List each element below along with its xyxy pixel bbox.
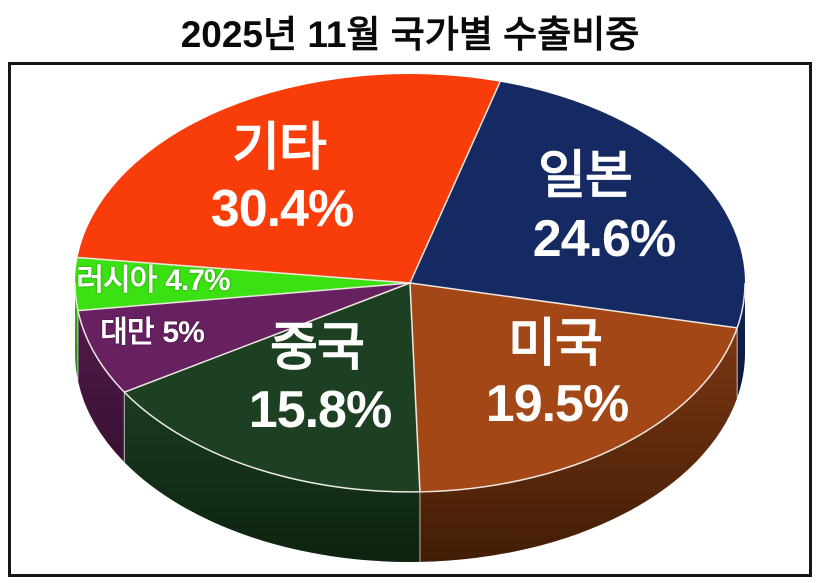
pie-front-edge (74, 282, 746, 493)
slice-separator (77, 282, 411, 312)
wall-china (124, 392, 420, 563)
wall-japan (737, 283, 745, 398)
wall-taiwan (77, 310, 125, 463)
slice-separator (77, 256, 411, 284)
slice-separator (124, 282, 411, 393)
slice-separator (409, 282, 738, 329)
slice-label-others-pct: 30.4% (210, 180, 354, 238)
slice-label-usa-name: 미국 (508, 315, 603, 373)
slice-label-others-name: 기타 (232, 119, 327, 177)
wall-usa (419, 327, 738, 562)
slice-label-taiwan: 대만 5% (100, 316, 205, 349)
slice-label-china-name: 중국 (270, 319, 365, 377)
slice-china (124, 283, 420, 493)
slice-separator (409, 81, 501, 284)
slice-label-usa-pct: 19.5% (485, 375, 629, 433)
slice-japan (410, 81, 746, 328)
slice-label-taiwan-pct: 5% (162, 316, 204, 349)
slice-others (77, 74, 501, 283)
slice-label-china-pct: 15.8% (248, 381, 392, 439)
slice-label-taiwan-name: 대만 (100, 316, 154, 349)
pie-top-slices (75, 74, 746, 493)
slice-separator (409, 282, 421, 492)
slice-label-japan-name: 일본 (538, 147, 633, 205)
slice-label-russia-name: 러시아 (76, 264, 157, 297)
chart-title: 2025년 11월 국가별 수출비중 (180, 14, 640, 55)
pie-side-walls (75, 283, 745, 563)
slice-taiwan (77, 283, 410, 393)
slice-label-russia-pct: 4.7% (165, 264, 230, 297)
pie-separator-lines (74, 81, 746, 562)
slice-label-japan-pct: 24.6% (532, 210, 676, 268)
slice-label-russia: 러시아 4.7% (76, 264, 230, 297)
slice-usa (410, 283, 738, 492)
slice-russia (75, 257, 410, 311)
